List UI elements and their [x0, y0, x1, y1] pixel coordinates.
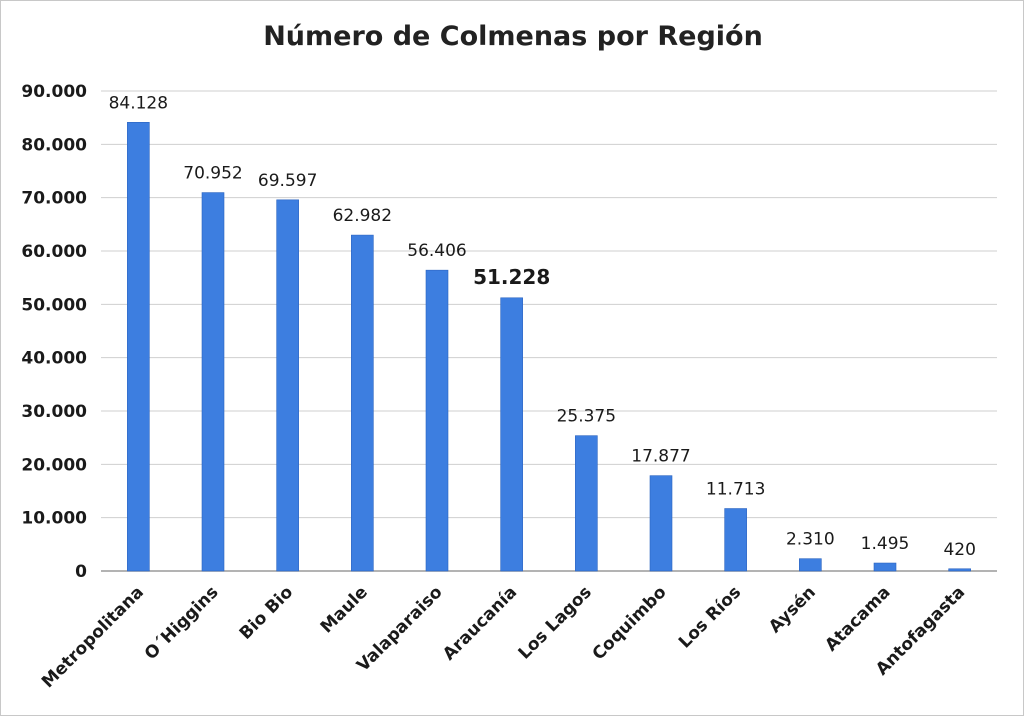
bar: [948, 568, 971, 572]
x-tick-label: Bio Bio: [236, 582, 297, 643]
x-tick-label: Metropolitana: [38, 582, 148, 692]
x-tick-label: Atacama: [821, 582, 894, 655]
bar: [201, 192, 225, 572]
x-tick-label: Aysén: [765, 582, 820, 637]
x-tick-label: Los Ríos: [675, 582, 745, 652]
y-tick-label: 30.000: [21, 402, 87, 422]
x-tick-label: Maule: [317, 582, 372, 637]
x-tick-label: O´Higgins: [141, 582, 223, 664]
bar: [873, 562, 897, 572]
data-label: 51.228: [473, 265, 550, 289]
chart-title: Número de Colmenas por Región: [263, 21, 763, 52]
data-label: 1.495: [861, 534, 910, 554]
bar: [425, 269, 449, 572]
y-tick-label: 80.000: [21, 135, 87, 155]
y-tick-label: 40.000: [21, 349, 87, 369]
y-tick-label: 0: [75, 562, 87, 582]
data-label: 62.982: [333, 206, 392, 226]
data-label: 17.877: [631, 447, 690, 467]
bar: [500, 297, 523, 572]
data-label: 2.310: [786, 530, 835, 550]
y-tick-label: 20.000: [21, 455, 87, 475]
data-label: 70.952: [183, 164, 242, 184]
bar: [276, 199, 299, 572]
data-label: 25.375: [557, 407, 616, 427]
x-tick-label: Coquimbo: [589, 582, 671, 664]
y-tick-label: 90.000: [21, 82, 87, 102]
bar: [575, 435, 598, 572]
data-label: 11.713: [706, 480, 765, 500]
bar: [724, 508, 747, 572]
bar: [351, 234, 374, 572]
y-tick-label: 60.000: [21, 242, 87, 262]
data-label: 420: [943, 540, 975, 560]
y-tick-label: 50.000: [21, 295, 87, 315]
data-label: 84.128: [109, 93, 168, 113]
bar: [799, 558, 822, 572]
data-label: 56.406: [407, 241, 466, 261]
data-label: 69.597: [258, 171, 317, 191]
x-tick-label: Los Lagos: [515, 582, 596, 663]
x-tick-label: Araucanía: [439, 582, 521, 664]
bar: [127, 122, 150, 572]
y-tick-label: 70.000: [21, 189, 87, 209]
y-tick-label: 10.000: [21, 509, 87, 529]
bar: [649, 475, 673, 572]
